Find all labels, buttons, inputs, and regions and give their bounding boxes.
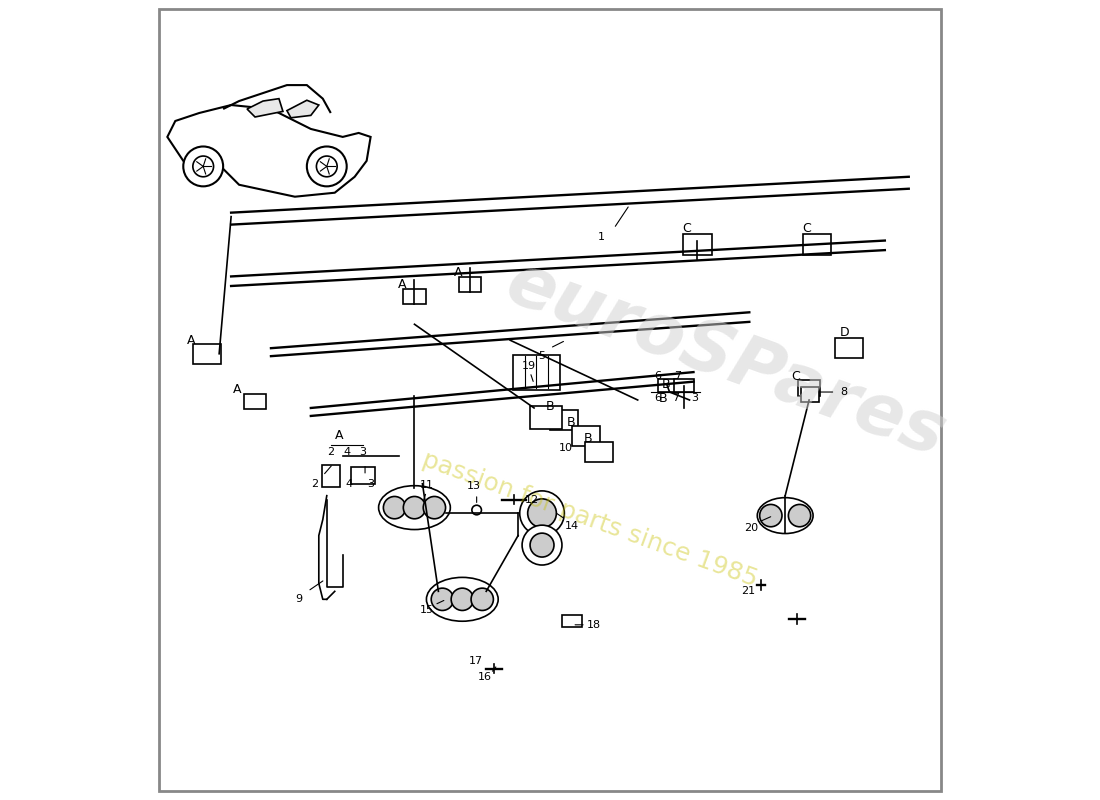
Text: 12: 12 <box>525 494 539 505</box>
Polygon shape <box>798 380 821 396</box>
Circle shape <box>522 525 562 565</box>
Ellipse shape <box>378 486 450 530</box>
Circle shape <box>431 588 453 610</box>
Text: D: D <box>840 326 850 338</box>
Text: 9: 9 <box>295 594 302 604</box>
Text: B: B <box>546 400 554 413</box>
Text: 17: 17 <box>469 657 483 666</box>
Text: 7: 7 <box>672 394 680 403</box>
Text: passion for parts since 1985: passion for parts since 1985 <box>419 447 761 591</box>
Circle shape <box>184 146 223 186</box>
Circle shape <box>471 588 494 610</box>
Text: 7: 7 <box>674 371 681 381</box>
Circle shape <box>519 491 564 535</box>
Text: C: C <box>683 222 692 235</box>
Polygon shape <box>351 467 375 484</box>
Text: 20: 20 <box>744 522 758 533</box>
Text: 2: 2 <box>327 447 334 457</box>
Polygon shape <box>322 465 340 487</box>
Text: 16: 16 <box>477 672 492 682</box>
Polygon shape <box>530 406 562 429</box>
Text: B: B <box>661 378 670 390</box>
Polygon shape <box>459 278 482 291</box>
Text: 6: 6 <box>654 394 661 403</box>
Text: 21: 21 <box>740 586 755 596</box>
Polygon shape <box>404 289 426 303</box>
Polygon shape <box>835 338 864 358</box>
Text: A: A <box>334 430 343 442</box>
Circle shape <box>789 505 811 526</box>
Polygon shape <box>683 234 712 254</box>
Text: 18: 18 <box>586 620 601 630</box>
Circle shape <box>472 506 482 515</box>
Text: 15: 15 <box>419 606 433 615</box>
Polygon shape <box>658 379 676 392</box>
Circle shape <box>528 499 557 527</box>
Circle shape <box>451 588 473 610</box>
Circle shape <box>192 156 213 177</box>
Polygon shape <box>674 379 693 392</box>
Polygon shape <box>550 410 579 430</box>
Text: 4: 4 <box>345 478 353 489</box>
Text: 5: 5 <box>539 351 546 361</box>
Polygon shape <box>803 234 832 254</box>
Text: A: A <box>398 278 407 291</box>
Text: A: A <box>454 266 463 279</box>
Text: B: B <box>568 416 575 429</box>
Polygon shape <box>194 344 221 364</box>
Text: 4: 4 <box>343 447 350 457</box>
Bar <box>562 615 582 627</box>
Circle shape <box>424 497 446 518</box>
Text: C: C <box>791 370 800 382</box>
Text: 11: 11 <box>419 480 433 490</box>
Polygon shape <box>167 105 371 197</box>
Text: C: C <box>802 222 811 235</box>
FancyBboxPatch shape <box>513 354 560 390</box>
Text: B: B <box>584 432 593 445</box>
Circle shape <box>307 146 346 186</box>
Polygon shape <box>244 394 266 409</box>
Text: A: A <box>187 334 196 346</box>
Text: A: A <box>233 383 242 396</box>
Text: 1: 1 <box>598 231 605 242</box>
Circle shape <box>317 156 337 177</box>
Ellipse shape <box>427 578 498 622</box>
Polygon shape <box>585 442 614 462</box>
Polygon shape <box>572 426 600 446</box>
Text: 10: 10 <box>559 443 573 453</box>
Polygon shape <box>287 100 319 118</box>
Circle shape <box>404 497 426 518</box>
Circle shape <box>760 505 782 526</box>
Text: 3: 3 <box>692 394 698 403</box>
Polygon shape <box>248 98 283 117</box>
Circle shape <box>530 533 554 557</box>
Bar <box>801 387 818 402</box>
Text: 13: 13 <box>468 481 482 491</box>
Text: 8: 8 <box>839 387 847 397</box>
Text: 6: 6 <box>654 371 661 381</box>
Text: 3: 3 <box>367 478 374 489</box>
Text: 14: 14 <box>565 521 580 531</box>
Text: 2: 2 <box>311 478 318 489</box>
Circle shape <box>384 497 406 518</box>
Text: 19: 19 <box>521 361 536 370</box>
Ellipse shape <box>757 498 813 534</box>
Text: B: B <box>659 392 668 405</box>
Text: euroSPares: euroSPares <box>496 249 955 472</box>
Text: 3: 3 <box>360 447 366 457</box>
